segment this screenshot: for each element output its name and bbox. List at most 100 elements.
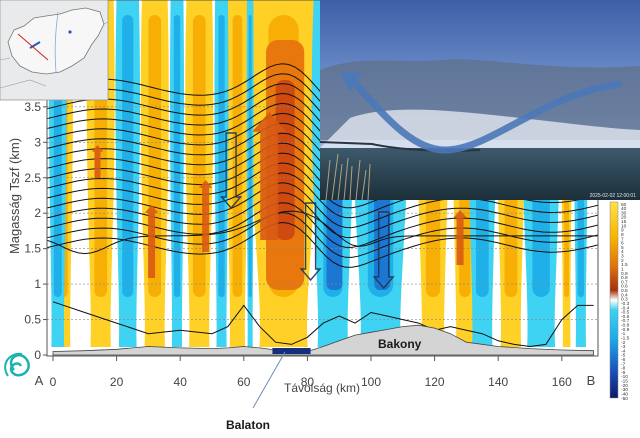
colorbar-tick-label-42: -20 (621, 383, 628, 389)
ascent-arrow-2 (198, 180, 213, 252)
y-axis: 0 0.5 1 1.5 2 2.5 3 3.5 (24, 100, 47, 362)
downdraft-core-2 (173, 15, 181, 297)
colorbar-tick-label-44: -40 (621, 391, 628, 397)
flow-arrows (91, 112, 467, 290)
terrain-profile (52, 324, 594, 356)
colorbar-tick-label-9: 6 (621, 241, 624, 247)
photo-water (320, 148, 640, 200)
colorbar-tick-label-5: 10 (621, 223, 627, 229)
colorbar-tick-label-17: 0.8 (621, 275, 628, 281)
descent-arrow-0 (220, 132, 243, 210)
balaton-label: Balaton (226, 418, 270, 432)
ascent-arrow-1 (144, 205, 159, 278)
x-tick-label-4: 80 (301, 375, 315, 389)
descent-arrow-1 (299, 202, 322, 282)
colorbar-tick-label-3: 20 (621, 215, 627, 221)
updraft-core-3 (192, 15, 206, 297)
isentrope-4 (47, 182, 598, 229)
section-start-label: A (35, 373, 44, 388)
colorbar-tick-label-8: 7 (621, 236, 624, 242)
photo-timestamp: 2025-02-02 12:00:01 (590, 193, 637, 199)
colorbar-tick-label-37: -7 (621, 361, 626, 367)
photo-bright-cloud (320, 109, 640, 148)
y-tick-label-2: 1 (34, 277, 41, 291)
section-end-label: B (587, 373, 596, 388)
x-axis: 0 20 40 60 80 100 120 140 160 (50, 356, 572, 389)
y-tick-label-0: 0 (34, 348, 41, 362)
colorbar-ticks: 504030201510987654321.510.90.80.70.60.50… (621, 202, 630, 402)
colorbar-tick-label-43: -30 (621, 387, 628, 393)
downdraft-core-4 (248, 15, 252, 297)
colorbar-tick-label-7: 8 (621, 232, 624, 238)
colorbar-tick-label-31: -1.5 (621, 335, 630, 341)
colorbar-tick-label-38: -8 (621, 366, 626, 372)
isentrope-1 (47, 212, 598, 258)
x-axis-title: Távolság (km) (284, 381, 360, 395)
colorbar-tick-label-4: 15 (621, 219, 627, 225)
colorbar-tick-label-16: 0.9 (621, 271, 628, 277)
x-tick-label-6: 120 (425, 375, 445, 389)
colorbar-tick-label-26: -0.6 (621, 314, 630, 320)
colorbar: 504030201510987654321.510.90.80.70.60.50… (609, 201, 630, 402)
y-tick-label-7: 3.5 (24, 100, 41, 114)
colorbar-tick-label-15: 1 (621, 266, 624, 272)
wave-flow-arrowhead (340, 72, 362, 92)
inset-photo: 2025-02-02 12:00:01 (319, 0, 640, 201)
colorbar-tick-label-39: -9 (621, 370, 626, 376)
colorbar-tick-label-18: 0.7 (621, 279, 628, 285)
colorbar-tick-label-10: 5 (621, 245, 624, 251)
colorbar-tick-label-35: -5 (621, 353, 626, 359)
downdraft-core-1 (122, 15, 134, 297)
colorbar-tick-label-21: 0.4 (621, 292, 628, 298)
colorbar-tick-label-11: 4 (621, 249, 624, 255)
map-borders (0, 21, 109, 89)
isentrope-2 (47, 202, 598, 248)
ascent-arrow-0 (91, 145, 104, 178)
x-tick-label-2: 40 (174, 375, 188, 389)
photo-reeds (325, 153, 371, 201)
y-tick-label-6: 3 (34, 135, 41, 149)
colorbar-tick-label-19: 0.6 (621, 284, 628, 290)
ascent-arrow-3 (252, 112, 287, 240)
y-tick-label-5: 2.5 (24, 171, 41, 185)
map-city-marker (68, 30, 72, 34)
y-axis-title: Magasság Tszf (km) (7, 138, 22, 254)
hungary-outline (7, 7, 105, 75)
ascent-arrow-4 (453, 210, 467, 265)
x-tick-label-3: 60 (237, 375, 251, 389)
colorbar-tick-label-32: -2 (621, 340, 626, 346)
lake-balaton-bar (272, 348, 311, 354)
colorbar-tick-label-6: 9 (621, 228, 624, 234)
downdraft-core-3 (218, 15, 225, 297)
isentrope-0 (47, 221, 598, 268)
colorbar-tick-label-33: -3 (621, 344, 626, 350)
colorbar-tick-label-36: -6 (621, 357, 626, 363)
colorbar-tick-label-34: -4 (621, 348, 626, 354)
x-tick-label-7: 140 (488, 375, 508, 389)
colorbar-tick-label-12: 3 (621, 254, 624, 260)
x-tick-label-8: 160 (552, 375, 572, 389)
colorbar-tick-label-25: -0.5 (621, 310, 630, 316)
wave-flow-arrow (348, 76, 622, 154)
colorbar-tick-label-22: 0.3 (621, 297, 628, 303)
map-section-line (17, 33, 49, 61)
colorbar-tick-label-29: -0.9 (621, 327, 630, 333)
terrain (52, 324, 594, 356)
colorbar-strip (609, 201, 619, 399)
colorbar-tick-label-23: -0.3 (621, 301, 630, 307)
colorbar-tick-label-1: 40 (621, 206, 627, 212)
colorbar-tick-label-2: 30 (621, 210, 627, 216)
updraft-max-core (275, 80, 295, 240)
map-lake-balaton (29, 41, 41, 49)
x-tick-label-5: 100 (361, 375, 381, 389)
colorbar-tick-label-45: -50 (621, 396, 628, 402)
x-tick-label-0: 0 (50, 375, 57, 389)
map-river (54, 11, 59, 73)
y-tick-label-1: 0.5 (24, 313, 41, 327)
colorbar-tick-label-24: -0.4 (621, 305, 630, 311)
photo-shoreline (319, 141, 481, 152)
colorbar-tick-label-30: -1 (621, 331, 626, 337)
colorbar-tick-label-40: -10 (621, 374, 628, 380)
colorbar-tick-label-27: -0.7 (621, 318, 630, 324)
